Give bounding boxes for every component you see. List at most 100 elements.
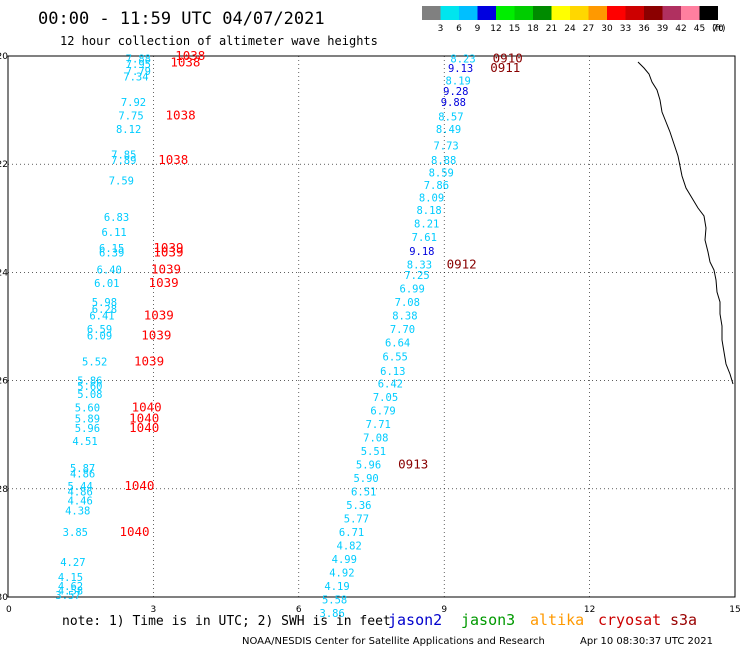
- y-tick-label: -20: [0, 52, 8, 62]
- swh-point: 5.44: [68, 481, 93, 493]
- y-tick-label: -28: [0, 485, 8, 495]
- pass-label: 1039: [134, 354, 164, 369]
- satellite-legend: jason2 jason3 altika cryosat s3a: [388, 611, 697, 629]
- swh-point: 3.57: [55, 590, 80, 602]
- colorbar-swatch-0: [422, 6, 441, 20]
- swh-point: 7.34: [123, 72, 148, 84]
- chart-subtitle: 12 hour collection of altimeter wave hei…: [60, 34, 378, 48]
- y-tick-label: -30: [0, 593, 8, 603]
- swh-point: 4.15: [58, 572, 83, 584]
- y-tick-label: -24: [0, 268, 8, 278]
- pass-label: 1039: [153, 244, 183, 259]
- swh-point: 5.58: [322, 595, 347, 607]
- swh-point: 7.86: [424, 180, 449, 192]
- pass-label: 1039: [144, 308, 174, 323]
- pass-label: 1038: [170, 54, 200, 69]
- footer-note: note: 1) Time is in UTC; 2) SWH is in fe…: [62, 614, 391, 629]
- colorbar-swatch-2: [459, 6, 478, 20]
- swh-point: 5.77: [344, 514, 369, 526]
- colorbar-swatch-5: [514, 6, 533, 20]
- satellite-label-cryosat: cryosat: [598, 611, 661, 629]
- coastline: [637, 61, 734, 385]
- pass-label: 1038: [158, 152, 188, 167]
- swh-point: 8.12: [116, 124, 141, 136]
- swh-point: 6.51: [351, 487, 376, 499]
- pass-label: 1040: [129, 410, 159, 425]
- colorbar-label: 36: [638, 24, 650, 34]
- swh-point: 6.64: [385, 338, 410, 350]
- swh-point: 7.61: [412, 232, 437, 244]
- colorbar-label: 33: [620, 24, 631, 34]
- swh-point: 7.59: [109, 175, 134, 187]
- swh-point: 5.90: [353, 473, 378, 485]
- pass-label: 1039: [149, 275, 179, 290]
- colorbar-label: 24: [564, 24, 576, 34]
- satellite-label-jason2: jason2: [388, 611, 442, 629]
- swh-point: 7.88: [126, 54, 151, 66]
- swh-point: 4.27: [60, 557, 85, 569]
- swh-point: 6.39: [99, 247, 124, 259]
- colorbar-swatch-11: [625, 6, 644, 20]
- pass-label: 0911: [490, 60, 520, 75]
- swh-point: 4.58: [58, 586, 83, 598]
- swh-point: 8.23: [450, 54, 475, 66]
- x-tick-label: 12: [584, 605, 595, 615]
- satellite-label-altika: altika: [530, 611, 584, 629]
- swh-point: 8.59: [429, 167, 454, 179]
- swh-point: 6.41: [89, 311, 114, 323]
- pass-label: 1039: [151, 262, 181, 277]
- swh-point: 8.38: [392, 311, 417, 323]
- colorbar-label: 12: [490, 24, 501, 34]
- colorbar-swatch-3: [477, 6, 496, 20]
- swh-point: 7.25: [404, 270, 429, 282]
- swh-point: 8.49: [436, 124, 461, 136]
- swh-point: 3.86: [320, 608, 345, 620]
- pass-label: 0913: [398, 456, 428, 471]
- swh-point: 6.55: [383, 351, 408, 363]
- coastline-path: [637, 61, 734, 385]
- colorbar-swatch-4: [496, 6, 515, 20]
- swh-point: 7.08: [395, 297, 420, 309]
- swh-point: 5.08: [77, 389, 102, 401]
- colorbar-swatch-7: [551, 6, 570, 20]
- swh-point: 4.86: [70, 469, 95, 481]
- swh-point: 5.60: [77, 381, 102, 393]
- swh-point: 5.96: [356, 459, 381, 471]
- pass-label: 1039: [153, 240, 183, 255]
- pass-label: 1040: [124, 478, 154, 493]
- swh-point: 8.18: [416, 205, 441, 217]
- colorbar-swatch-15: [699, 6, 718, 20]
- swh-point: 7.05: [373, 392, 398, 404]
- satellite-label-s3a: s3a: [670, 611, 697, 629]
- swh-point: 5.52: [82, 357, 107, 369]
- swh-point: 6.79: [370, 405, 395, 417]
- x-tick-label: 15: [729, 605, 740, 615]
- swh-point: 4.99: [332, 554, 357, 566]
- swh-point: 6.83: [104, 212, 129, 224]
- colorbar-swatch-9: [588, 6, 607, 20]
- colorbar-swatch-6: [533, 6, 552, 20]
- colorbar-label: 6: [456, 24, 462, 34]
- swh-point: 8.21: [414, 219, 439, 231]
- swh-point: 7.70: [390, 324, 415, 336]
- swh-point: 9.18: [409, 246, 434, 258]
- swh-point: 7.08: [363, 432, 388, 444]
- swh-point: 8.19: [446, 75, 471, 87]
- x-tick-label: 6: [296, 605, 302, 615]
- swh-point: 5.86: [77, 376, 102, 388]
- swh-point: 7.95: [126, 59, 151, 71]
- colorbar-swatch-13: [662, 6, 681, 20]
- swh-point: 8.33: [407, 259, 432, 271]
- colorbar-swatch-1: [440, 6, 459, 20]
- x-tick-label: 0: [6, 605, 12, 615]
- pass-label: 1040: [132, 400, 162, 415]
- colorbar-label: 18: [527, 24, 539, 34]
- swh-point: 6.99: [400, 284, 425, 296]
- swh-point: 6.15: [99, 243, 124, 255]
- swh-point: 9.13: [448, 63, 473, 75]
- satellite-label-jason3: jason3: [461, 611, 515, 629]
- swh-point: 7.79: [126, 66, 151, 78]
- colorbar-swatch-14: [681, 6, 700, 20]
- swh-point: 5.96: [75, 423, 100, 435]
